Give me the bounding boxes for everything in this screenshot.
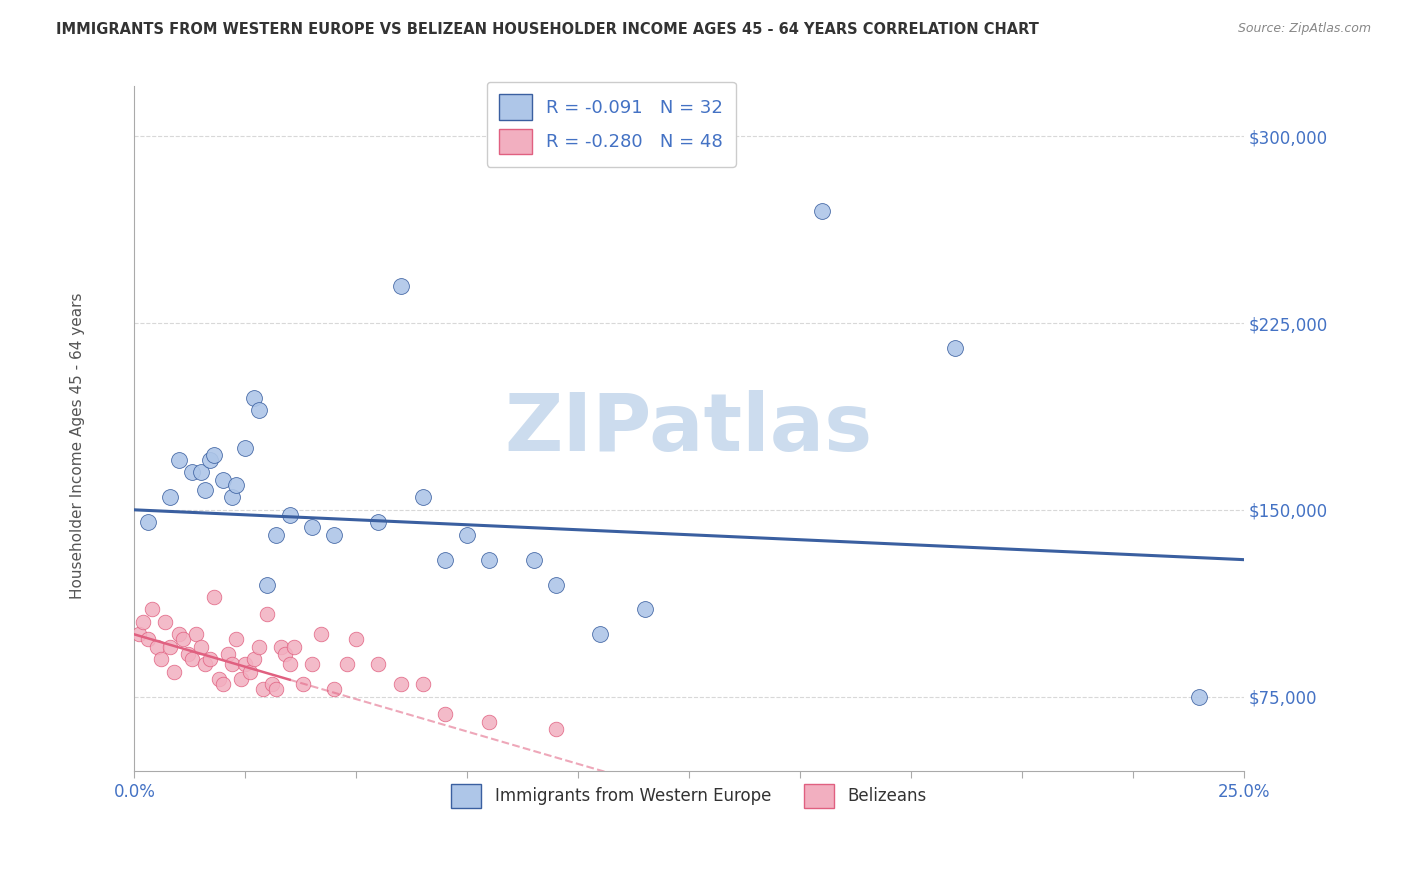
Point <box>278 657 301 672</box>
Point <box>221 491 243 505</box>
Point <box>367 657 389 672</box>
Point <box>136 632 159 647</box>
Point <box>145 640 167 654</box>
Point <box>247 403 270 417</box>
Point <box>221 657 243 672</box>
Point <box>176 648 198 662</box>
Point <box>132 615 155 629</box>
Point <box>412 491 434 505</box>
Point <box>260 677 283 691</box>
Text: IMMIGRANTS FROM WESTERN EUROPE VS BELIZEAN HOUSEHOLDER INCOME AGES 45 - 64 YEARS: IMMIGRANTS FROM WESTERN EUROPE VS BELIZE… <box>56 22 1039 37</box>
Point <box>202 448 225 462</box>
Point <box>163 665 186 679</box>
Point <box>159 491 181 505</box>
Point <box>159 640 181 654</box>
Point <box>212 473 235 487</box>
Point <box>190 640 212 654</box>
Point <box>266 682 288 697</box>
Point <box>141 602 163 616</box>
Point <box>389 677 412 691</box>
Point <box>256 607 278 622</box>
Point <box>233 441 256 455</box>
Text: Householder Income Ages 45 - 64 years: Householder Income Ages 45 - 64 years <box>70 293 84 599</box>
Point <box>198 652 221 666</box>
Point <box>336 657 359 672</box>
Point <box>291 677 314 691</box>
Point <box>412 677 434 691</box>
Point <box>181 466 204 480</box>
Point <box>243 391 266 405</box>
Point <box>301 657 323 672</box>
Point <box>266 527 288 541</box>
Point <box>478 552 501 566</box>
Point <box>198 453 221 467</box>
Point <box>811 203 834 218</box>
Point <box>194 657 217 672</box>
Point <box>323 682 346 697</box>
Point <box>167 453 190 467</box>
Point <box>309 627 332 641</box>
Point <box>186 627 208 641</box>
Point <box>589 627 612 641</box>
Point <box>943 341 966 355</box>
Point <box>367 516 389 530</box>
Point <box>433 707 456 722</box>
Point <box>283 640 305 654</box>
Point <box>155 615 177 629</box>
Point <box>212 677 235 691</box>
Point <box>239 665 262 679</box>
Point <box>252 682 274 697</box>
Point <box>274 648 297 662</box>
Point <box>243 652 266 666</box>
Point <box>389 278 412 293</box>
Point <box>128 627 150 641</box>
Point <box>247 640 270 654</box>
Point <box>456 527 478 541</box>
Point <box>149 652 172 666</box>
Text: Source: ZipAtlas.com: Source: ZipAtlas.com <box>1237 22 1371 36</box>
Point <box>344 632 367 647</box>
Point <box>229 672 252 686</box>
Point <box>256 577 278 591</box>
Point <box>208 672 231 686</box>
Point <box>217 648 239 662</box>
Point <box>194 483 217 497</box>
Point <box>136 516 159 530</box>
Point <box>478 714 501 729</box>
Point <box>301 520 323 534</box>
Point <box>433 552 456 566</box>
Point <box>181 652 204 666</box>
Legend: Immigrants from Western Europe, Belizeans: Immigrants from Western Europe, Belizean… <box>444 778 934 814</box>
Point <box>225 632 247 647</box>
Text: ZIPatlas: ZIPatlas <box>505 390 873 468</box>
Point <box>270 640 292 654</box>
Point <box>202 590 225 604</box>
Point <box>233 657 256 672</box>
Point <box>278 508 301 522</box>
Point <box>544 577 567 591</box>
Point <box>633 602 655 616</box>
Point <box>225 478 247 492</box>
Point <box>172 632 194 647</box>
Point <box>544 722 567 736</box>
Point <box>523 552 546 566</box>
Point <box>1188 690 1211 704</box>
Point <box>190 466 212 480</box>
Point <box>167 627 190 641</box>
Point <box>323 527 346 541</box>
